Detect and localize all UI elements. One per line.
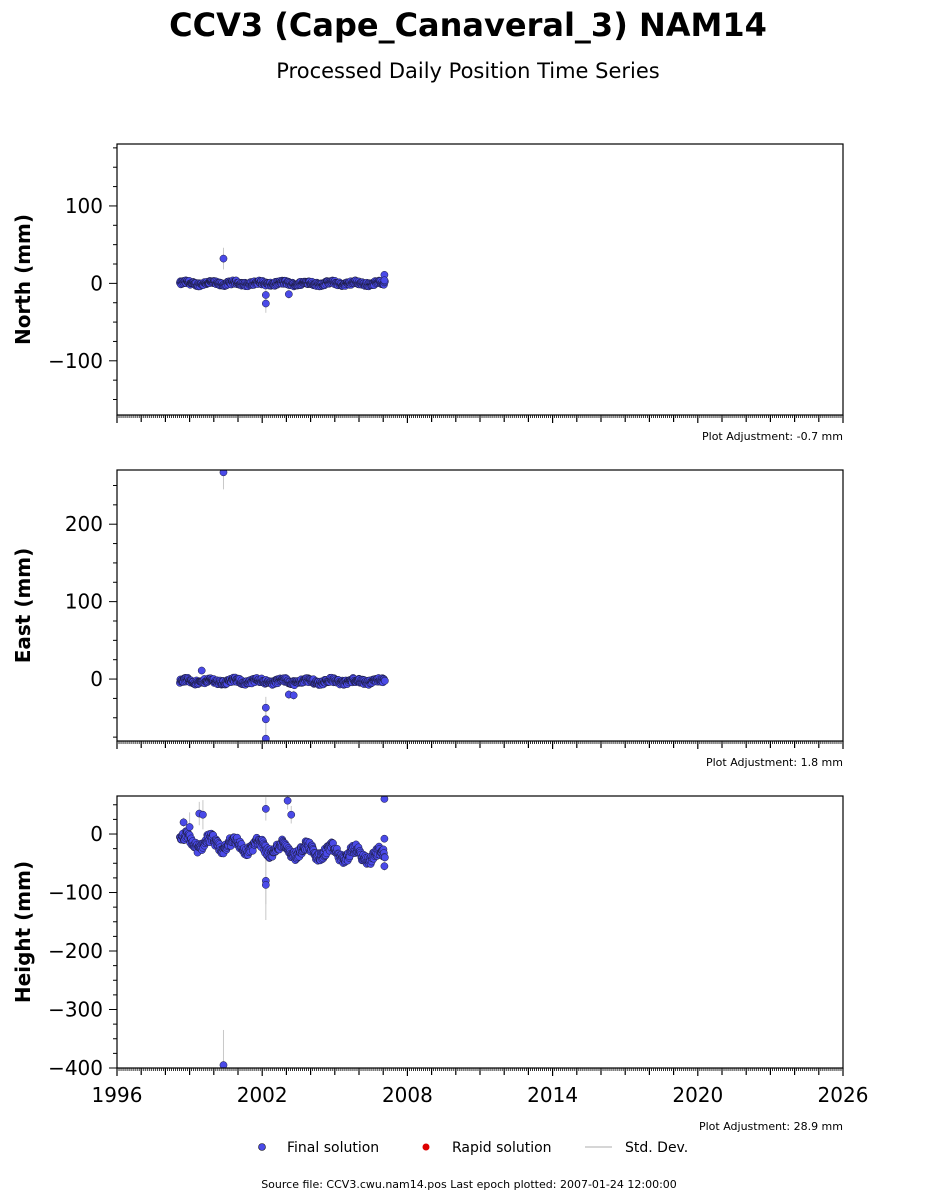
outlier-point (197, 666, 206, 675)
outlier-point (380, 276, 389, 285)
error-bars (180, 470, 386, 741)
outlier-point (261, 734, 270, 741)
y-tick-label: 0 (90, 667, 103, 691)
y-axis (109, 484, 117, 738)
x-axis (116, 1068, 844, 1076)
outlier-point (380, 834, 389, 843)
x-axis (116, 415, 844, 423)
x-tick-label: 1996 (92, 1083, 143, 1107)
panel-1: −100 0 100 North (mm) Plot Adjustment: -0.7 … (11, 143, 844, 443)
panels: −100 0 100 North (mm) Plot Adjustment: -0.7 … (11, 143, 869, 1133)
outlier-point (261, 703, 270, 712)
data-points (176, 470, 389, 741)
y-tick-label: 0 (90, 822, 103, 846)
outlier-point (219, 254, 228, 263)
plot-area (176, 247, 389, 313)
y-axis (109, 804, 117, 1069)
plot-adjustment-label: Plot Adjustment: 1.8 mm (706, 756, 843, 769)
outlier-point (261, 291, 270, 299)
x-tick-label: 2008 (382, 1083, 433, 1107)
figure-subtitle: Processed Daily Position Time Series (276, 59, 660, 83)
outlier-point (219, 470, 228, 477)
outlier-point (284, 290, 293, 299)
plot-adjustment-label: Plot Adjustment: 28.9 mm (699, 1120, 843, 1133)
legend-rapid-label: Rapid solution (452, 1140, 552, 1156)
legend-std-label: Std. Dev. (625, 1140, 688, 1156)
y-tick-label: −400 (48, 1056, 103, 1080)
outlier-point (261, 805, 270, 813)
y-axis-label: Height (mm) (11, 861, 35, 1003)
data-point (381, 676, 389, 685)
plot-area (176, 470, 389, 741)
outlier-point (287, 810, 296, 819)
outlier-point (179, 818, 188, 827)
outlier-point (283, 796, 292, 805)
outlier-point (185, 823, 194, 831)
y-tick-label: 100 (65, 194, 103, 218)
y-tick-label: 200 (65, 512, 103, 536)
outlier-point (219, 1061, 228, 1068)
legend: Final solution Rapid solution Std. Dev. (258, 1140, 688, 1156)
x-tick-label: 2002 (237, 1083, 288, 1107)
outlier-point (380, 796, 389, 803)
outlier-point (261, 299, 270, 308)
y-tick-label: −100 (48, 349, 103, 373)
x-tick-label: 2026 (818, 1083, 869, 1107)
y-tick-label: −100 (48, 881, 103, 905)
plot-area (176, 796, 389, 1068)
legend-rapid-marker (422, 1143, 430, 1151)
x-axis (116, 741, 844, 749)
panel-frame (116, 795, 844, 1069)
x-tick-label: 2014 (527, 1083, 578, 1107)
y-axis-label: North (mm) (11, 214, 35, 345)
y-tick-label: 0 (90, 271, 103, 295)
panel-2: 0 100 200 East (mm) Plot Adjustment: 1.8 mm (11, 469, 844, 769)
y-tick-label: −200 (48, 939, 103, 963)
y-tick-label: −300 (48, 998, 103, 1022)
y-tick-label: 100 (65, 590, 103, 614)
outlier-point (289, 691, 298, 700)
outlier-point (199, 810, 207, 819)
source-line: Source file: CCV3.cwu.nam14.pos Last epo… (261, 1178, 677, 1191)
outlier-point (261, 715, 270, 724)
figure-title: CCV3 (Cape_Canaveral_3) NAM14 (169, 6, 767, 44)
panel-frame (116, 469, 844, 742)
outlier-point (380, 862, 389, 871)
plot-adjustment-label: Plot Adjustment: -0.7 mm (702, 430, 843, 443)
data-points (176, 254, 389, 308)
y-axis (109, 147, 117, 401)
legend-final-label: Final solution (287, 1140, 379, 1156)
outlier-point (261, 881, 270, 889)
y-axis-label: East (mm) (11, 548, 35, 664)
data-point (381, 853, 389, 862)
data-points (176, 796, 389, 1068)
x-tick-label: 2020 (672, 1083, 723, 1107)
legend-final-marker (258, 1143, 266, 1151)
panel-3: −400 −300 −200 −100 0 1996 2002 2008 2014 2020 202… (11, 795, 869, 1133)
